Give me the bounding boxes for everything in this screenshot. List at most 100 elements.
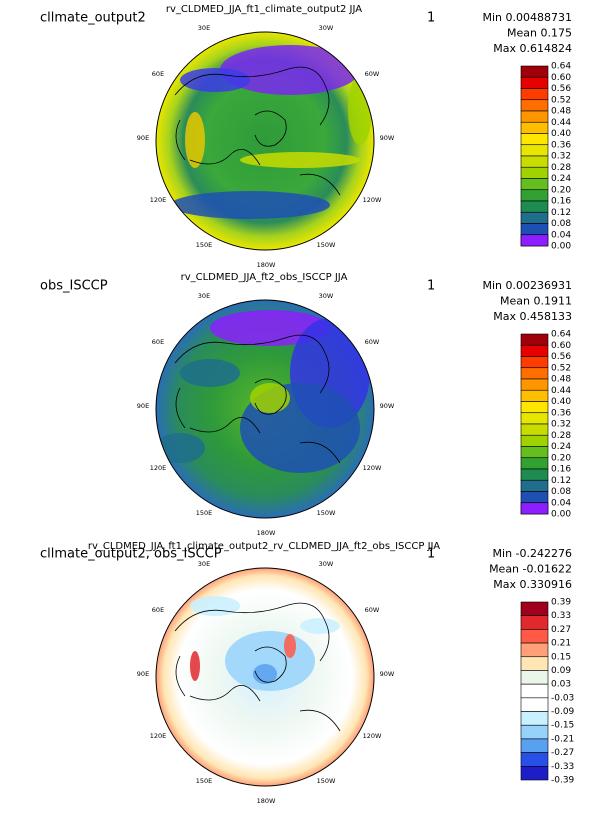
colorbar-label: 0.04 — [551, 230, 571, 240]
colorbar-label: 0.33 — [551, 611, 571, 621]
longitude-label: 30E — [198, 560, 210, 568]
colorbar-label: 0.28 — [551, 163, 571, 173]
colorbar-box — [520, 615, 549, 630]
colorbar-label: 0.21 — [551, 639, 571, 649]
colorbar-box — [520, 766, 549, 781]
colorbar-box — [520, 412, 549, 425]
longitude-label: 60W — [365, 338, 380, 346]
stat: Min 0.00236931 — [483, 279, 573, 292]
colorbar-box — [520, 76, 549, 89]
colorbar-box — [520, 479, 549, 492]
colorbar-box — [520, 656, 549, 671]
field-blob — [180, 68, 250, 92]
colorbar-box — [520, 629, 549, 644]
stat: Min -0.242276 — [493, 547, 572, 560]
longitude-label: 180W — [257, 797, 276, 805]
colorbar-label: 0.12 — [551, 476, 571, 486]
longitude-label: 90W — [380, 670, 395, 678]
map-border — [155, 567, 375, 787]
colorbar-box — [520, 457, 549, 470]
colorbar-label: 0.15 — [551, 652, 571, 662]
longitude-label: 60W — [365, 606, 380, 614]
colorbar-label: -0.39 — [551, 776, 575, 786]
longitude-label: 150W — [317, 777, 336, 785]
colorbar-box — [520, 356, 549, 369]
field-blob — [300, 618, 340, 634]
colorbar-box — [520, 446, 549, 459]
colorbar-label: 0.00 — [551, 242, 571, 252]
field-blob — [190, 596, 240, 616]
colorbar-box — [520, 423, 549, 436]
map-border — [155, 299, 375, 519]
colorbar-box — [520, 178, 549, 191]
colorbar-box — [520, 601, 549, 616]
colorbar-box — [520, 711, 549, 726]
colorbar-box — [520, 99, 549, 112]
longitude-label: 150E — [196, 509, 213, 517]
panel: rv_CLDMED_JJA_ft1_climate_output2 JJA cll… — [40, 4, 572, 269]
panel: rv_CLDMED_JJA_ft1_climate_output2_rv_CLD… — [40, 541, 575, 805]
field-blob — [253, 664, 277, 684]
colorbar-box — [520, 88, 549, 101]
left-label: cllmate_output2 — [40, 11, 146, 26]
longitude-label: 150E — [196, 777, 213, 785]
longitude-label: 60E — [152, 606, 164, 614]
longitude-label: 150E — [196, 241, 213, 249]
colorbar-label: -0.21 — [551, 734, 574, 744]
colorbar-box — [520, 738, 549, 753]
map-fields — [174, 596, 341, 732]
colorbar-label: 0.36 — [551, 140, 571, 150]
field-blob — [180, 359, 240, 387]
colorbar-box — [520, 367, 549, 380]
colorbar-label: 0.40 — [551, 397, 571, 407]
colorbar-box — [520, 642, 549, 658]
colorbar-box — [520, 502, 549, 515]
colorbar-box — [520, 65, 549, 78]
colorbar-label: 0.03 — [551, 680, 571, 690]
colorbar-label: 0.28 — [551, 431, 571, 441]
colorbar-box — [520, 121, 549, 134]
stat: Mean -0.01622 — [489, 563, 572, 576]
map-border — [155, 31, 375, 251]
longitude-label: 30E — [198, 292, 210, 300]
colorbar-label: -0.33 — [551, 762, 574, 772]
longitude-label: 150W — [317, 241, 336, 249]
colorbar-label: 0.16 — [551, 197, 571, 207]
longitude-label: 180W — [257, 529, 276, 537]
colorbar-label: 0.24 — [551, 174, 571, 184]
colorbar-box — [520, 211, 549, 224]
longitude-label: 90E — [137, 402, 149, 410]
stat: Min 0.00488731 — [483, 11, 573, 24]
longitude-label: 120W — [363, 732, 382, 740]
field-blob — [220, 45, 360, 95]
colorbar-label: 0.64 — [551, 330, 571, 340]
colorbar-box — [520, 378, 549, 391]
colorbar-box — [520, 697, 549, 712]
colorbar-label: 0.60 — [551, 73, 571, 83]
colorbar-box — [520, 155, 549, 168]
colorbar-box — [520, 144, 549, 157]
longitude-label: 60W — [365, 70, 380, 78]
longitude-label: 30W — [319, 560, 334, 568]
colorbar-label: 0.08 — [551, 487, 571, 497]
colorbar-label: 0.40 — [551, 129, 571, 139]
field-blob — [185, 112, 205, 168]
colorbar-box — [520, 189, 549, 202]
colorbar-box — [520, 344, 549, 357]
colorbar-label: 0.08 — [551, 219, 571, 229]
field-blob — [348, 75, 372, 145]
longitude-label: 30E — [198, 24, 210, 32]
colorbar-box — [520, 752, 549, 767]
panel-title: rv_CLDMED_JJA_ft1_climate_output2_rv_CLD… — [88, 541, 440, 552]
colorbar-label: 0.48 — [551, 107, 571, 117]
colorbar-box — [520, 223, 549, 236]
colorbar-box — [520, 389, 549, 402]
right-label: 1 — [427, 279, 435, 294]
colorbar-box — [520, 333, 549, 346]
colorbar-label: 0.52 — [551, 363, 571, 373]
longitude-label: 120W — [363, 464, 382, 472]
stat: Max 0.458133 — [493, 310, 572, 323]
colorbar-label: 0.12 — [551, 208, 571, 218]
colorbar-label: 0.60 — [551, 341, 571, 351]
